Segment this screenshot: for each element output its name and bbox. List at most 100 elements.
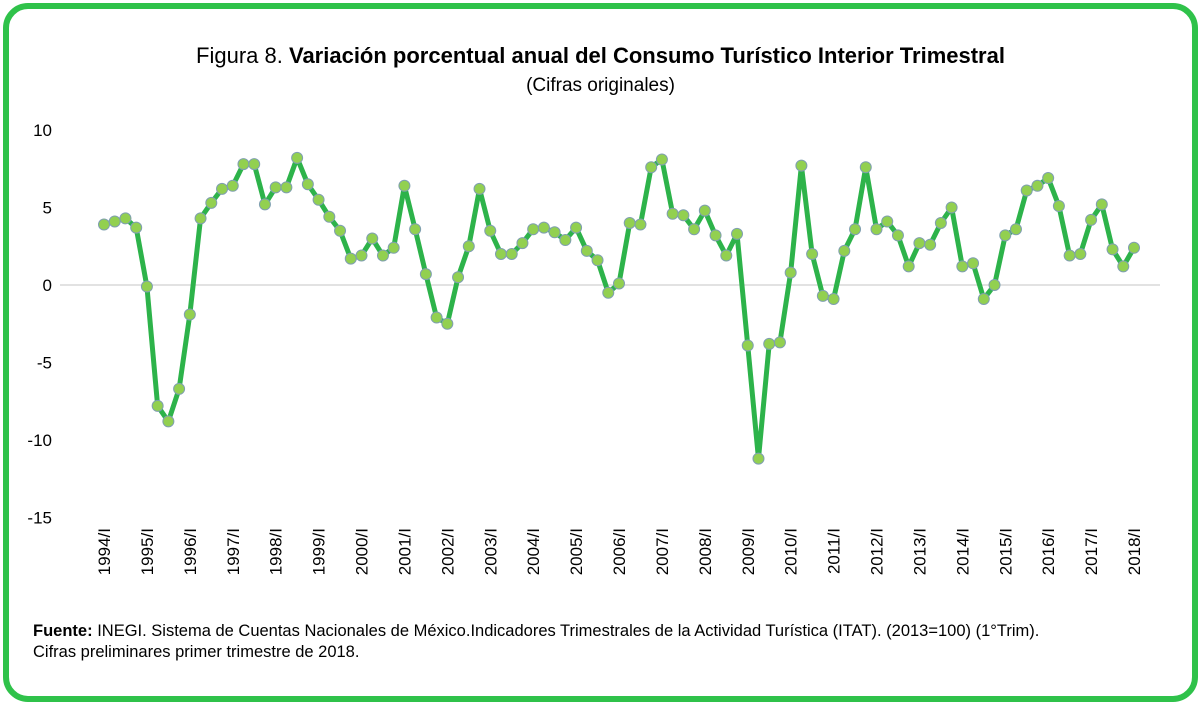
point: [999, 229, 1012, 242]
point: [183, 308, 196, 321]
point: [570, 221, 583, 234]
point: [269, 181, 282, 194]
x-tick-label: 1997/I: [224, 528, 243, 575]
point: [280, 181, 293, 194]
point: [516, 237, 529, 250]
x-tick-label: 2006/I: [610, 528, 629, 575]
point: [870, 223, 883, 236]
point: [527, 223, 540, 236]
point: [881, 215, 894, 228]
source-text: INEGI. Sistema de Cuentas Nacionales de …: [97, 622, 1040, 640]
chart-title: Figura 8. Variación porcentual anual del…: [0, 43, 1201, 69]
point: [387, 241, 400, 254]
x-tick-label: 2001/I: [395, 528, 414, 575]
y-tick-label: -10: [27, 431, 52, 450]
point: [934, 217, 947, 229]
point: [216, 182, 229, 195]
point: [398, 179, 411, 192]
point: [248, 158, 261, 171]
point: [580, 244, 593, 257]
point: [977, 292, 990, 305]
point: [1085, 213, 1098, 226]
point: [602, 286, 615, 299]
point: [226, 179, 239, 192]
point: [355, 249, 368, 262]
x-tick-label: 2002/I: [438, 528, 457, 575]
point: [591, 254, 604, 267]
point: [344, 252, 357, 265]
point: [140, 280, 153, 293]
point: [1052, 199, 1065, 212]
point: [98, 218, 110, 231]
point: [151, 399, 164, 412]
point: [162, 415, 175, 428]
point: [763, 337, 776, 350]
point: [795, 159, 808, 172]
point: [1128, 241, 1140, 254]
x-tick-label: 1999/I: [310, 528, 329, 575]
y-tick-label: 0: [43, 276, 52, 295]
title-label: Figura 8.: [196, 43, 283, 68]
point: [1031, 179, 1044, 192]
note: Cifras preliminares primer trimestre de …: [33, 643, 360, 661]
point: [334, 224, 347, 237]
point: [645, 161, 658, 174]
point: [677, 209, 690, 222]
point: [548, 226, 561, 239]
point: [752, 452, 765, 465]
point: [237, 158, 250, 171]
point: [913, 237, 926, 250]
title-text: Variación porcentual anual del Consumo T…: [288, 43, 1005, 68]
source: Fuente: INEGI. Sistema de Cuentas Nacion…: [33, 621, 1173, 642]
point: [698, 204, 711, 217]
x-tick-label: 2009/I: [739, 528, 758, 575]
point: [816, 289, 829, 302]
point: [291, 151, 304, 164]
point: [108, 215, 121, 228]
point: [462, 240, 475, 253]
x-tick-label: 2012/I: [868, 528, 887, 575]
point: [194, 212, 207, 225]
x-tick-label: 2010/I: [782, 528, 801, 575]
x-tick-label: 1994/I: [95, 528, 114, 575]
y-tick-label: 10: [33, 121, 52, 140]
point: [205, 196, 218, 209]
y-tick-label: -5: [37, 354, 52, 373]
point: [967, 257, 980, 270]
x-tick-label: 2000/I: [353, 528, 372, 575]
x-tick-label: 2017/I: [1082, 528, 1101, 575]
x-tick-label: 2007/I: [653, 528, 672, 575]
x-tick-label: 2005/I: [567, 528, 586, 575]
point: [891, 229, 904, 242]
point: [173, 382, 186, 395]
point: [902, 260, 915, 273]
y-tick-label: 5: [43, 199, 52, 218]
x-tick-label: 1998/I: [267, 528, 286, 575]
point: [613, 277, 625, 290]
y-tick-label: -15: [27, 509, 52, 528]
point: [409, 223, 422, 236]
point: [494, 248, 507, 260]
x-tick-label: 2003/I: [481, 528, 500, 575]
point: [1063, 249, 1076, 262]
point: [945, 201, 958, 214]
point: [1020, 184, 1033, 197]
point: [784, 266, 797, 279]
point: [505, 248, 518, 260]
point: [366, 232, 379, 245]
point: [130, 221, 143, 234]
x-tick-label: 2004/I: [524, 528, 543, 575]
frame: [3, 3, 1198, 702]
point: [988, 279, 1001, 291]
x-tick-label: 2011/I: [825, 528, 844, 574]
subtitle: (Cifras originales): [526, 75, 675, 96]
point: [827, 292, 840, 305]
source-label: Fuente:: [33, 622, 93, 640]
point: [1117, 260, 1130, 273]
line: [103, 155, 1137, 462]
x-tick-label: 1995/I: [138, 528, 157, 575]
point: [709, 229, 722, 242]
point: [312, 193, 325, 206]
